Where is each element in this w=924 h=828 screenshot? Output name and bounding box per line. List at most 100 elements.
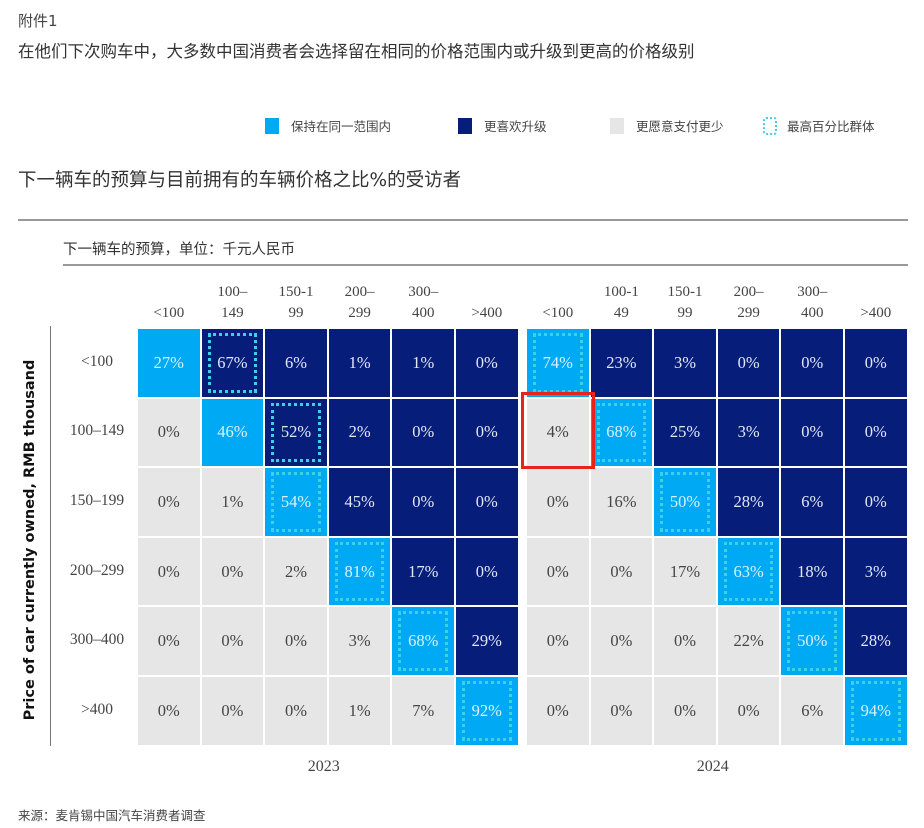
- heatmap-cell-upgrade: 23%: [590, 329, 653, 397]
- heatmap-cell-downgrade: 16%: [590, 468, 653, 536]
- heatmap-cell-upgrade: 52%: [265, 398, 327, 467]
- heatmap-cell-upgrade: 3%: [845, 537, 907, 606]
- cell-value: 0%: [737, 352, 760, 372]
- cell-value: 7%: [412, 700, 435, 720]
- heatmap-cell-downgrade: 0%: [527, 537, 589, 606]
- heatmap-cell-upgrade: 0%: [845, 398, 907, 467]
- cell-value: 3%: [673, 352, 696, 372]
- cell-value: 0%: [546, 631, 569, 651]
- cell-value: 68%: [606, 422, 637, 442]
- x-axis-label: 下一辆车的预算，单位：千元人民币: [63, 242, 295, 258]
- cell-value: 63%: [733, 561, 764, 581]
- cell-value: 0%: [610, 561, 633, 581]
- cell-value: 0%: [475, 422, 498, 442]
- cell-value: 0%: [157, 631, 180, 651]
- cell-value: 1%: [348, 352, 371, 372]
- cell-value: 0%: [475, 352, 498, 372]
- heatmap-cell-upgrade: 0%: [456, 468, 518, 536]
- cell-value: 52%: [280, 422, 312, 442]
- cell-value: 6%: [801, 700, 824, 720]
- heatmap-cell-upgrade: 25%: [654, 398, 716, 467]
- heatmap-cell-upgrade: 1%: [328, 329, 391, 397]
- heatmap-cell-upgrade: 0%: [781, 329, 843, 397]
- cell-value: 0%: [546, 491, 569, 511]
- cell-value: 1%: [348, 700, 371, 720]
- column-label: 300– 400: [797, 284, 828, 321]
- cell-value: 0%: [157, 561, 180, 581]
- highest-group-marker: [533, 333, 583, 393]
- cell-value: 0%: [673, 631, 696, 651]
- cell-value: 74%: [542, 352, 573, 372]
- heatmap-cell-upgrade: 1%: [392, 329, 454, 397]
- heatmap-cell-same: 50%: [781, 607, 843, 675]
- row-label: 300–400: [69, 631, 125, 649]
- cell-value: 54%: [280, 491, 312, 511]
- heatmap-cell-downgrade: 0%: [654, 677, 716, 745]
- column-label: 150-1 99: [667, 284, 703, 321]
- legend-item-highest: 最高百分比群体: [763, 116, 875, 135]
- cell-value: 22%: [733, 631, 764, 651]
- legend-item-same: 保持在同一范围内: [265, 116, 391, 135]
- heatmap-cell-same: 68%: [392, 607, 454, 675]
- cell-value: 50%: [669, 491, 701, 511]
- legend-swatch: [610, 117, 624, 134]
- heatmap-cell-same: 92%: [456, 677, 518, 745]
- cell-value: 0%: [546, 561, 569, 581]
- divider: [63, 264, 908, 266]
- cell-value: 0%: [475, 561, 498, 581]
- heatmap-cell-downgrade: 2%: [265, 537, 327, 606]
- cell-value: 0%: [221, 631, 244, 651]
- column-label: <100: [153, 305, 185, 321]
- column-label: 100-1 49: [603, 284, 639, 321]
- row-label: 150–199: [69, 492, 125, 509]
- column-label: <100: [542, 305, 574, 321]
- heatmap-cell-downgrade: 0%: [590, 537, 653, 606]
- heatmap-cell-downgrade: 0%: [201, 607, 264, 675]
- heatmap-cell-upgrade: 2%: [328, 398, 391, 467]
- cell-value: 0%: [157, 700, 180, 720]
- heatmap-cell-downgrade: 0%: [717, 677, 780, 745]
- legend-label: 更喜欢升级: [484, 119, 547, 134]
- cell-value: 46%: [217, 422, 248, 442]
- y-axis-line: [50, 326, 51, 746]
- dotted-swatch-icon: [763, 116, 777, 135]
- heatmap-cell-upgrade: 45%: [328, 468, 391, 536]
- heatmap-cell-same: 74%: [527, 329, 589, 397]
- heatmap-cell-upgrade: 3%: [654, 329, 716, 397]
- cell-value: 25%: [669, 422, 701, 442]
- heatmap-cell-same: 68%: [590, 398, 653, 467]
- heatmap-cell-upgrade: 67%: [201, 329, 264, 397]
- cell-value: 0%: [610, 700, 633, 720]
- headline: 在他们下次购车中，大多数中国消费者会选择留在相同的价格范围内或升级到更高的价格级…: [18, 42, 695, 61]
- cell-value: 17%: [408, 561, 439, 581]
- highlight-box: [521, 392, 595, 469]
- heatmap-cell-downgrade: 22%: [717, 607, 780, 675]
- column-label: 200– 299: [733, 284, 764, 321]
- cell-value: 0%: [221, 561, 244, 581]
- heatmap-cell-downgrade: 0%: [138, 398, 200, 467]
- column-label: 150-1 99: [278, 284, 314, 321]
- cell-value: 92%: [471, 700, 502, 720]
- chart-title: 下一辆车的预算与目前拥有的车辆价格之比%的受访者: [18, 170, 462, 191]
- cell-value: 0%: [284, 631, 307, 651]
- legend-swatch: [265, 117, 279, 134]
- highest-group-marker: [334, 541, 385, 602]
- heatmap-cell-upgrade: 0%: [845, 468, 907, 536]
- cell-value: 0%: [157, 491, 180, 511]
- cell-value: 45%: [344, 491, 375, 511]
- heatmap-cell-downgrade: 0%: [138, 677, 200, 745]
- cell-value: 50%: [797, 631, 828, 651]
- cell-value: 0%: [475, 491, 498, 511]
- heatmap-cell-downgrade: 7%: [392, 677, 454, 745]
- heatmap-cell-downgrade: 0%: [527, 468, 589, 536]
- row-label: >400: [81, 700, 113, 718]
- highest-group-marker: [723, 541, 774, 602]
- cell-value: 0%: [801, 352, 824, 372]
- cell-value: 3%: [737, 422, 760, 442]
- heatmap-cell-same: 46%: [201, 398, 264, 467]
- cell-value: 0%: [864, 491, 887, 511]
- highest-group-marker: [271, 472, 321, 532]
- heatmap-cell-upgrade: 0%: [845, 329, 907, 397]
- cell-value: 94%: [860, 700, 891, 720]
- heatmap-cell-upgrade: 0%: [717, 329, 780, 397]
